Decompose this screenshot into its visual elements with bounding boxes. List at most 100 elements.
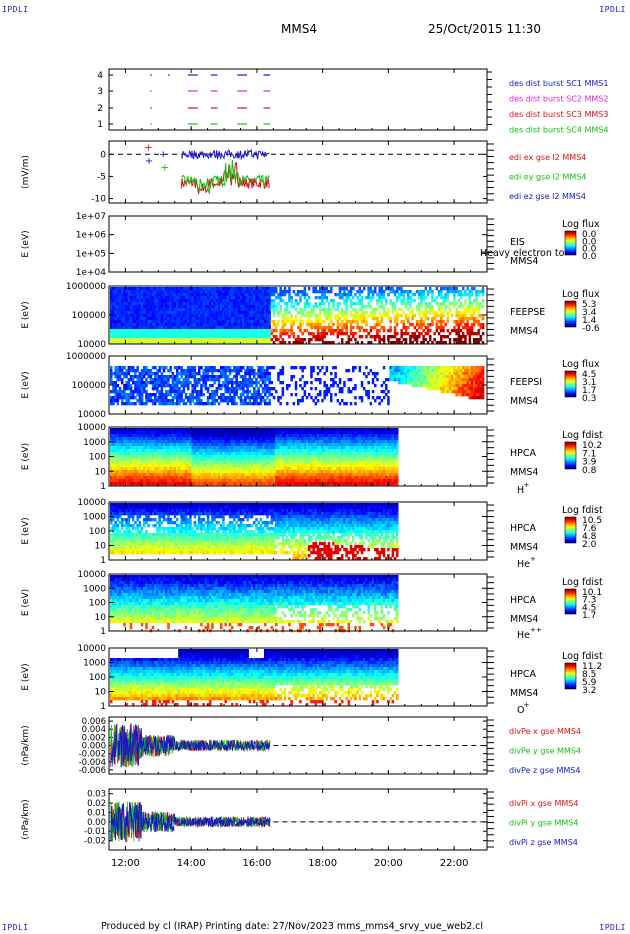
colorbar-tick-feepse: 3.4: [582, 308, 597, 318]
series-line-divpi: [110, 801, 271, 842]
colorbar-tick-hpca_hepp: 10.1: [582, 588, 602, 598]
legend-entry-divpe: divPe x gse MMS4: [509, 727, 581, 736]
y-tick-label-hpca_hepp: 10000: [77, 570, 106, 580]
colorbar-tick-hpca_he: 2.0: [582, 540, 597, 550]
y-tick-label-eis: 1e+06: [76, 231, 107, 241]
y-tick-label-feepse: 1000000: [66, 282, 106, 292]
y-tick-label-hpca_h: 1000: [83, 438, 106, 448]
y-tick-label-divpi: -0.01: [84, 827, 106, 837]
legend-entry-divpi: divPi y gse MMS4: [509, 819, 578, 828]
y-tick-label-hpca_o: 10000: [77, 644, 106, 654]
scatter-mark-edi: +: [161, 163, 169, 174]
y-axis-label-hpca_h: E (eV): [21, 443, 31, 470]
spectrogram-hpca_h: [110, 428, 399, 486]
colorbar-tick-hpca_hepp: 4.5: [582, 603, 596, 613]
species-label-hpca_h: H: [517, 485, 524, 496]
species-charge-hpca_he: +: [530, 555, 536, 563]
colorbar-tick-hpca_hepp: 7.3: [582, 596, 596, 606]
legend-entry-burst: des dist burst SC3 MMS3: [509, 110, 608, 119]
spacecraft-label-hpca_o: MMS4: [510, 688, 538, 699]
time-tick-label: 18:00: [308, 858, 337, 869]
y-tick-label-hpca_he: 10: [95, 542, 107, 552]
spectrogram-hpca_he: [110, 503, 399, 561]
y-tick-label-divpi: 0.03: [87, 790, 106, 800]
legend-entry-divpi: divPi z gse MMS4: [509, 838, 578, 847]
legend-entry-burst: des dist burst SC1 MMS1: [509, 79, 608, 88]
y-tick-label-hpca_h: 1: [100, 482, 106, 492]
colorbar-tick-feepsi: 0.3: [582, 394, 596, 404]
colorbar-hpca_h: [564, 441, 577, 470]
y-tick-label-hpca_hepp: 100: [89, 599, 106, 609]
y-tick-label-burst: 1: [97, 120, 103, 130]
colorbar-tick-hpca_o: 5.9: [582, 678, 597, 688]
colorbar-tick-hpca_h: 10.2: [582, 441, 602, 451]
panel-frame-eis: [108, 215, 488, 273]
y-tick-label-feepsi: 1000000: [66, 352, 106, 362]
y-tick-label-hpca_h: 100: [89, 453, 106, 463]
y-tick-label-divpi: -0.02: [84, 837, 106, 847]
colorbar-tick-feepsi: 1.7: [582, 386, 596, 396]
panel-frame-divpi: [108, 788, 488, 851]
y-tick-label-edi: -5: [97, 172, 106, 182]
legend-entry-burst: des dist burst SC2 MMS2: [509, 95, 608, 104]
instrument-label-feepsi: FEEPSI: [510, 377, 542, 388]
time-tick-label: 12:00: [111, 858, 140, 869]
y-tick-label-hpca_h: 10: [95, 467, 107, 477]
y-tick-label-eis: 1e+07: [76, 212, 106, 222]
colorbar-tick-eis: 0.0: [582, 252, 597, 262]
time-tick-label: 20:00: [374, 858, 403, 869]
colorbar-tick-hpca_he: 4.8: [582, 532, 597, 542]
colorbar-title-hpca_he: Log fdist: [562, 505, 603, 516]
colorbar-tick-hpca_h: 7.1: [582, 449, 596, 459]
y-axis-label-edi: (mV/m): [21, 155, 31, 189]
y-axis-label-hpca_hepp: E (eV): [21, 589, 31, 616]
panel-frame-edi: [108, 140, 488, 204]
corner-label-bottom-right: IPDLI: [599, 923, 626, 932]
colorbar-tick-feepse: -0.6: [582, 324, 600, 334]
y-tick-label-divpe: -0.006: [79, 766, 106, 776]
y-tick-label-burst: 4: [97, 71, 103, 81]
spacecraft-label-hpca_hepp: MMS4: [510, 614, 538, 625]
date-time-title: 25/Oct/2015 11:30: [428, 22, 542, 36]
colorbar-tick-eis: 0.0: [582, 237, 597, 247]
spacecraft-label-eis: MMS4: [510, 256, 538, 267]
panel-frame-burst: [108, 68, 488, 131]
species-charge-hpca_h: +: [524, 481, 530, 489]
spacecraft-label-feepse: MMS4: [510, 326, 538, 337]
y-tick-label-feepsi: 100000: [72, 381, 107, 391]
y-axis-label-eis: E (eV): [21, 230, 31, 257]
scatter-mark-edi: +: [144, 143, 152, 154]
y-tick-label-feepse: 10000: [77, 340, 106, 350]
colorbar-hpca_o: [564, 662, 577, 690]
y-tick-label-divpe: 0.000: [82, 742, 106, 752]
colorbar-tick-eis: 0.0: [582, 245, 597, 255]
colorbar-feepse: [564, 300, 577, 328]
overlay-text-eis: Heavy electron to: [480, 248, 565, 259]
spectrogram-hpca_hepp: [110, 575, 399, 633]
instrument-label-hpca_hepp: HPCA: [510, 595, 537, 606]
legend-entry-divpe: divPe z gse MMS4: [509, 766, 580, 775]
y-tick-label-eis: 1e+05: [76, 249, 106, 259]
colorbar-tick-hpca_h: 3.9: [582, 458, 597, 468]
colorbar-title-hpca_h: Log fdist: [562, 430, 603, 441]
colorbar-tick-hpca_o: 3.2: [582, 686, 596, 696]
corner-label-top-left: IPDLI: [2, 5, 29, 14]
legend-entry-edi: edi ez gse l2 MMS4: [509, 192, 586, 201]
legend-entry-divpe: divPe y gse MMS4: [509, 747, 581, 756]
scatter-mark-edi: +: [145, 156, 153, 167]
spectrogram-hpca_o: [110, 649, 399, 707]
species-charge-hpca_o: +: [524, 701, 530, 709]
y-axis-label-divpe: (nPa/km): [21, 725, 31, 765]
y-tick-label-hpca_h: 10000: [77, 423, 106, 433]
y-axis-label-hpca_o: E (eV): [21, 663, 31, 690]
colorbar-title-feepsi: Log flux: [562, 359, 600, 370]
legend-entry-edi: edi ey gse l2 MMS4: [509, 173, 587, 182]
colorbar-tick-hpca_he: 7.6: [582, 524, 597, 534]
y-axis-label-feepsi: E (eV): [21, 371, 31, 398]
spectrogram-feepse: [110, 287, 485, 345]
footer-credit: Produced by cl (IRAP) Printing date: 27/…: [101, 921, 484, 932]
y-tick-label-hpca_o: 100: [89, 673, 106, 683]
colorbar-hpca_hepp: [564, 588, 577, 615]
y-axis-label-hpca_he: E (eV): [21, 517, 31, 544]
colorbar-tick-feepsi: 4.5: [582, 370, 596, 380]
